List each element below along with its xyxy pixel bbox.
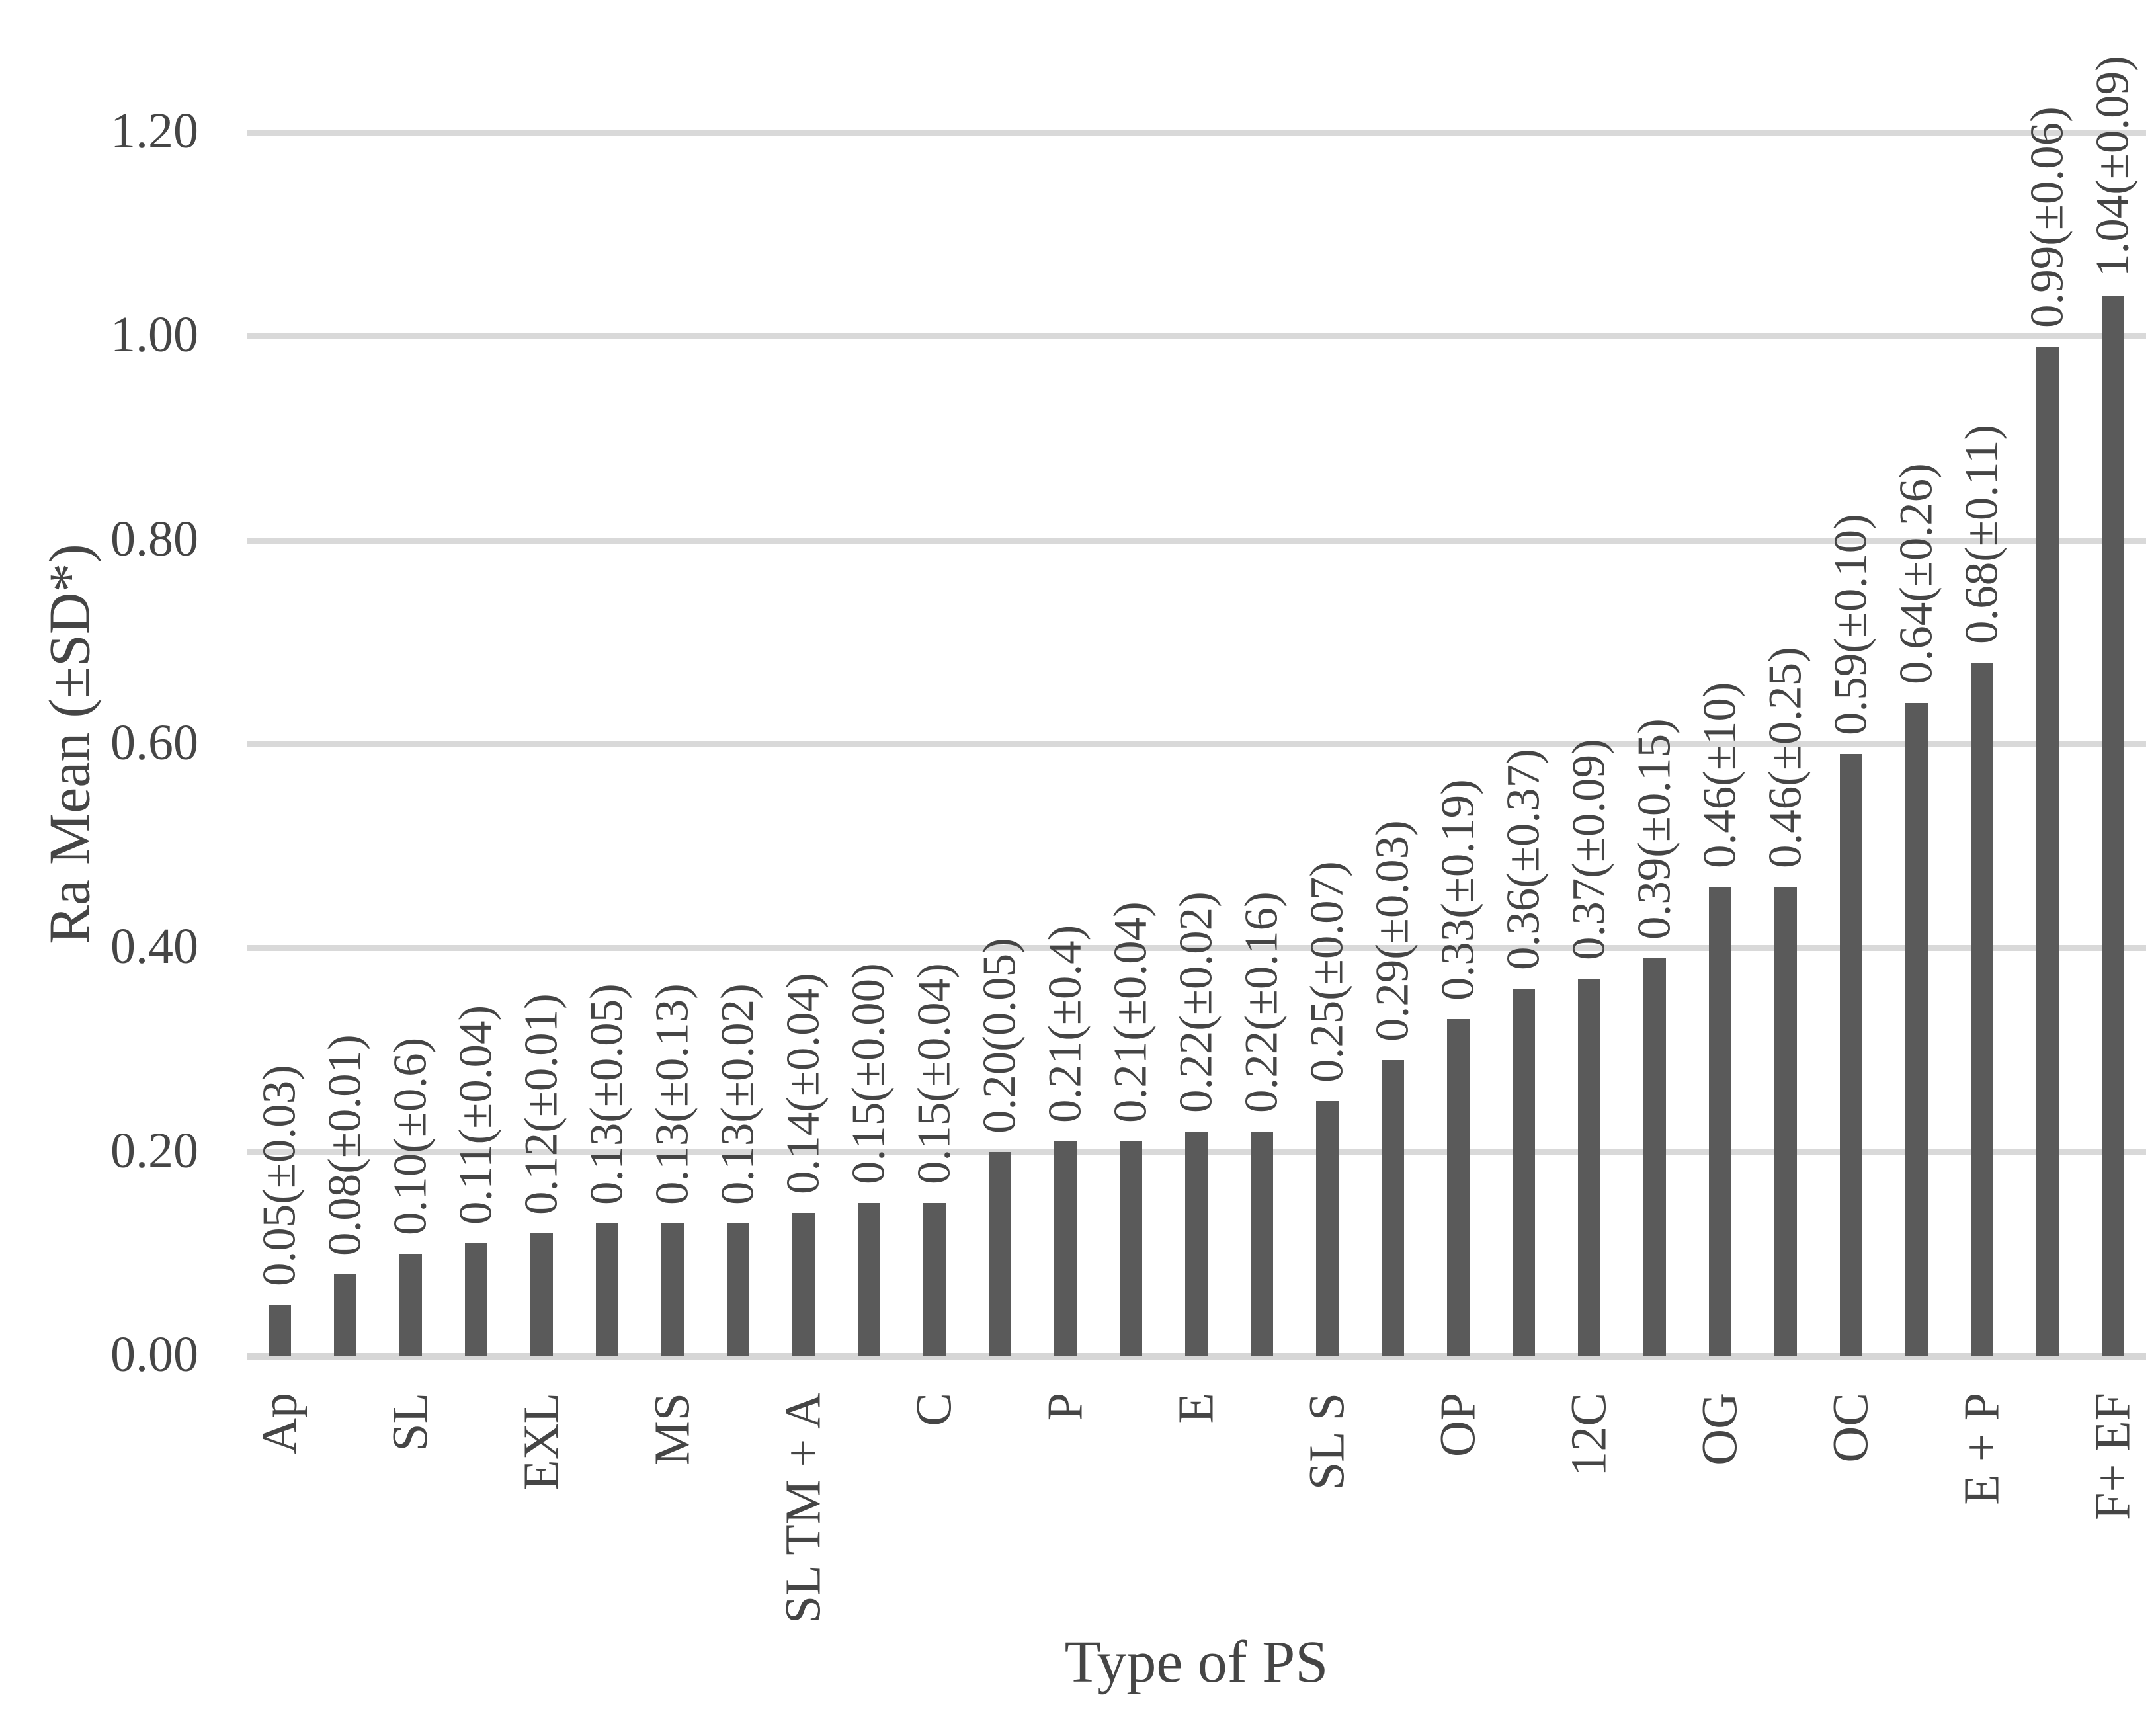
bar [1971,662,1994,1356]
bar [1774,886,1798,1356]
x-tick-label: OG [1692,1393,1748,1465]
bar [1185,1131,1208,1356]
bar [2102,295,2125,1356]
gridline [247,537,2146,544]
gridline [247,333,2146,340]
bar [399,1253,422,1356]
bar [2036,346,2059,1356]
bar [1643,958,1667,1356]
x-tick-label: OP [1430,1393,1486,1458]
x-tick-label: Ap [251,1393,308,1454]
gridline [247,130,2146,136]
bar [661,1223,684,1356]
x-axis-title: Type of PS [1064,1629,1329,1695]
bar-value-label: 0.11(±0.04) [450,1005,502,1225]
bar [792,1213,815,1356]
x-tick-label: P [1037,1393,1093,1421]
bar [1251,1131,1274,1356]
x-tick-label: MS [644,1393,700,1465]
bar [857,1202,880,1356]
y-tick-label: 1.00 [110,307,198,363]
bar [1709,886,1732,1356]
x-tick-label: F+ EF [2085,1393,2141,1520]
bar-value-label: 0.59(±0.10) [1825,514,1877,736]
bar-value-label: 0.08(±0.01) [319,1034,371,1256]
x-tick-label: EXL [513,1393,569,1491]
bar [595,1223,618,1356]
bar [923,1202,946,1356]
x-tick-label: 12C [1561,1393,1617,1477]
bar-value-label: 0.13(±0.02) [712,983,764,1205]
bar [1382,1059,1405,1356]
x-tick-label: C [906,1393,962,1426]
bar [464,1243,487,1356]
bar [1578,978,1601,1356]
bar [1840,754,1863,1356]
bar [726,1223,749,1356]
bar-value-label: 0.20(0.05) [974,937,1026,1134]
y-tick-label: 0.80 [110,511,198,567]
bar-value-label: 0.33(±0.19) [1432,779,1484,1001]
bar [1119,1141,1142,1356]
bar-value-label: 0.22(±0.16) [1235,891,1288,1113]
bar-value-label: 1.04(±0.09) [2087,55,2139,277]
bar-value-label: 0.10(±0.6) [384,1037,436,1235]
gridline [247,945,2146,952]
bar-value-label: 0.68(±0.11) [1956,424,2008,644]
bar-value-label: 0.12(±0.01) [515,993,567,1215]
bar [1513,989,1536,1356]
bar [1905,703,1928,1356]
bar [988,1151,1011,1356]
bar-value-label: 0.22(±0.02) [1170,891,1222,1113]
bar-value-label: 0.21(±0.04) [1104,901,1157,1124]
x-tick-label: E + P [1954,1393,2010,1505]
bar [1054,1141,1077,1356]
bar-value-label: 0.99(±0.06) [2021,106,2073,328]
bar-value-label: 0.36(±0.37) [1497,749,1550,970]
y-tick-label: 0.60 [110,714,198,770]
bar-value-label: 0.13(±0.13) [646,983,698,1205]
bar-value-label: 0.64(±0.26) [1890,463,1942,685]
bar-value-label: 0.46(±0.25) [1759,647,1811,868]
bar-value-label: 0.05(±0.03) [253,1065,306,1286]
gridline [247,741,2146,747]
bar-value-label: 0.25(±0.07) [1301,860,1353,1083]
bar-value-label: 0.14(±0.04) [777,973,829,1195]
bar-value-label: 0.13(±0.05) [581,983,633,1205]
bar [333,1274,356,1356]
bar-value-label: 0.15(±0.00) [843,962,895,1184]
bar-value-label: 0.29(±0.03) [1366,820,1419,1042]
y-tick-label: 0.00 [110,1326,198,1382]
bar-value-label: 0.39(±0.15) [1628,718,1680,940]
bar-value-label: 0.37(±0.09) [1563,738,1615,960]
bar [1447,1019,1470,1356]
x-tick-label: SL TM + A [775,1393,831,1624]
y-tick-label: 1.20 [110,103,198,159]
bar [530,1233,553,1356]
x-tick-label: SL S [1299,1393,1355,1491]
x-tick-label: OC [1823,1393,1879,1463]
y-tick-label: 0.40 [110,919,198,975]
x-axis-line [247,1353,2146,1360]
bar-value-label: 0.46(±10) [1694,682,1746,868]
x-tick-label: E [1168,1393,1224,1424]
bar-value-label: 0.15(±0.04) [908,962,960,1184]
bar [268,1304,291,1356]
x-tick-label: SL [382,1393,438,1452]
bar-value-label: 0.21(±0.4) [1039,925,1091,1124]
bar [1316,1100,1339,1356]
y-tick-label: 0.20 [110,1122,198,1178]
